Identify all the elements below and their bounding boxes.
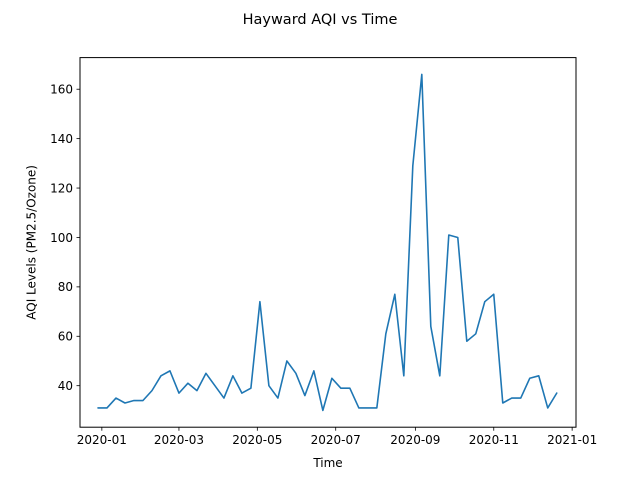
y-tick-label: 60 [58,330,73,344]
x-tick-label: 2020-11 [469,433,519,447]
y-axis: 40 60 80 100 120 140 160 [50,83,80,393]
x-axis-label: Time [312,456,342,470]
x-tick-label: 2020-07 [311,433,361,447]
plot-area [97,73,558,412]
x-tick-label: 2020-01 [77,433,127,447]
aqi-series-line [97,73,558,412]
y-tick-label: 120 [50,181,73,195]
y-tick-label: 40 [58,379,73,393]
x-tick-label: 2020-09 [390,433,440,447]
x-tick-label: 2021-01 [547,433,597,447]
x-axis: 2020-01 2020-03 2020-05 2020-07 2020-09 2020-… [77,427,597,447]
y-tick-label: 140 [50,132,73,146]
y-tick-label: 160 [50,83,73,97]
y-axis-label: AQI Levels (PM2.5/Ozone) [25,165,39,320]
y-tick-label: 100 [50,231,73,245]
x-tick-label: 2020-03 [154,433,204,447]
chart-title: Hayward AQI vs Time [243,12,398,28]
plot-frame [79,57,577,428]
x-tick-label: 2020-05 [232,433,282,447]
y-tick-label: 80 [58,280,73,294]
